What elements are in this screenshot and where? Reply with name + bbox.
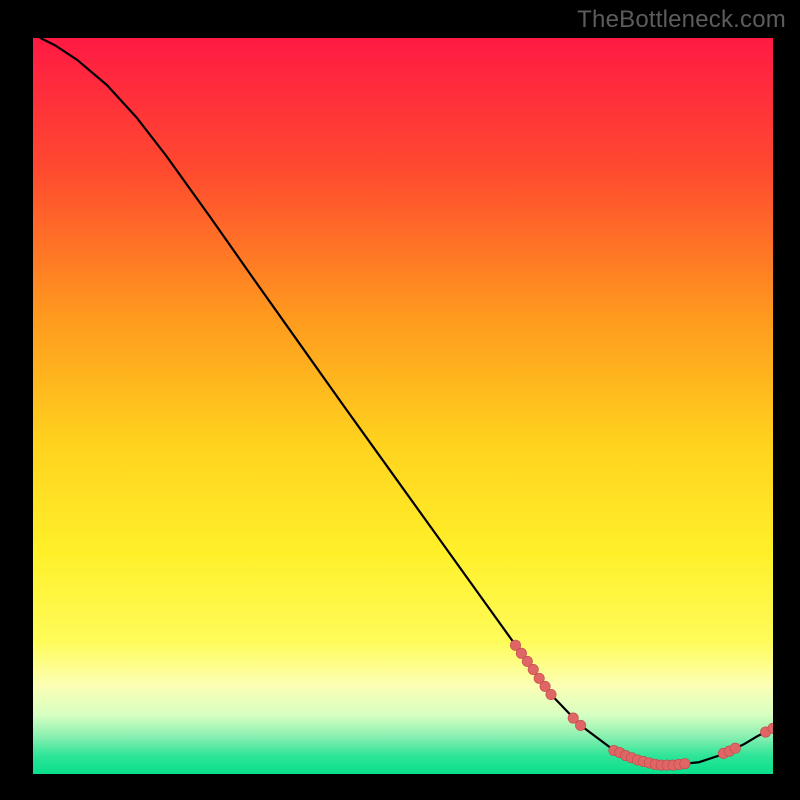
plot-background: [33, 38, 773, 774]
data-marker: [528, 664, 538, 674]
chart-frame: TheBottleneck.com: [0, 0, 800, 800]
data-marker: [680, 759, 690, 769]
chart-svg: [33, 38, 773, 774]
data-marker: [730, 743, 740, 753]
plot-area: [33, 38, 773, 774]
data-marker: [546, 689, 556, 699]
data-marker: [575, 720, 585, 730]
watermark-text: TheBottleneck.com: [577, 6, 786, 34]
